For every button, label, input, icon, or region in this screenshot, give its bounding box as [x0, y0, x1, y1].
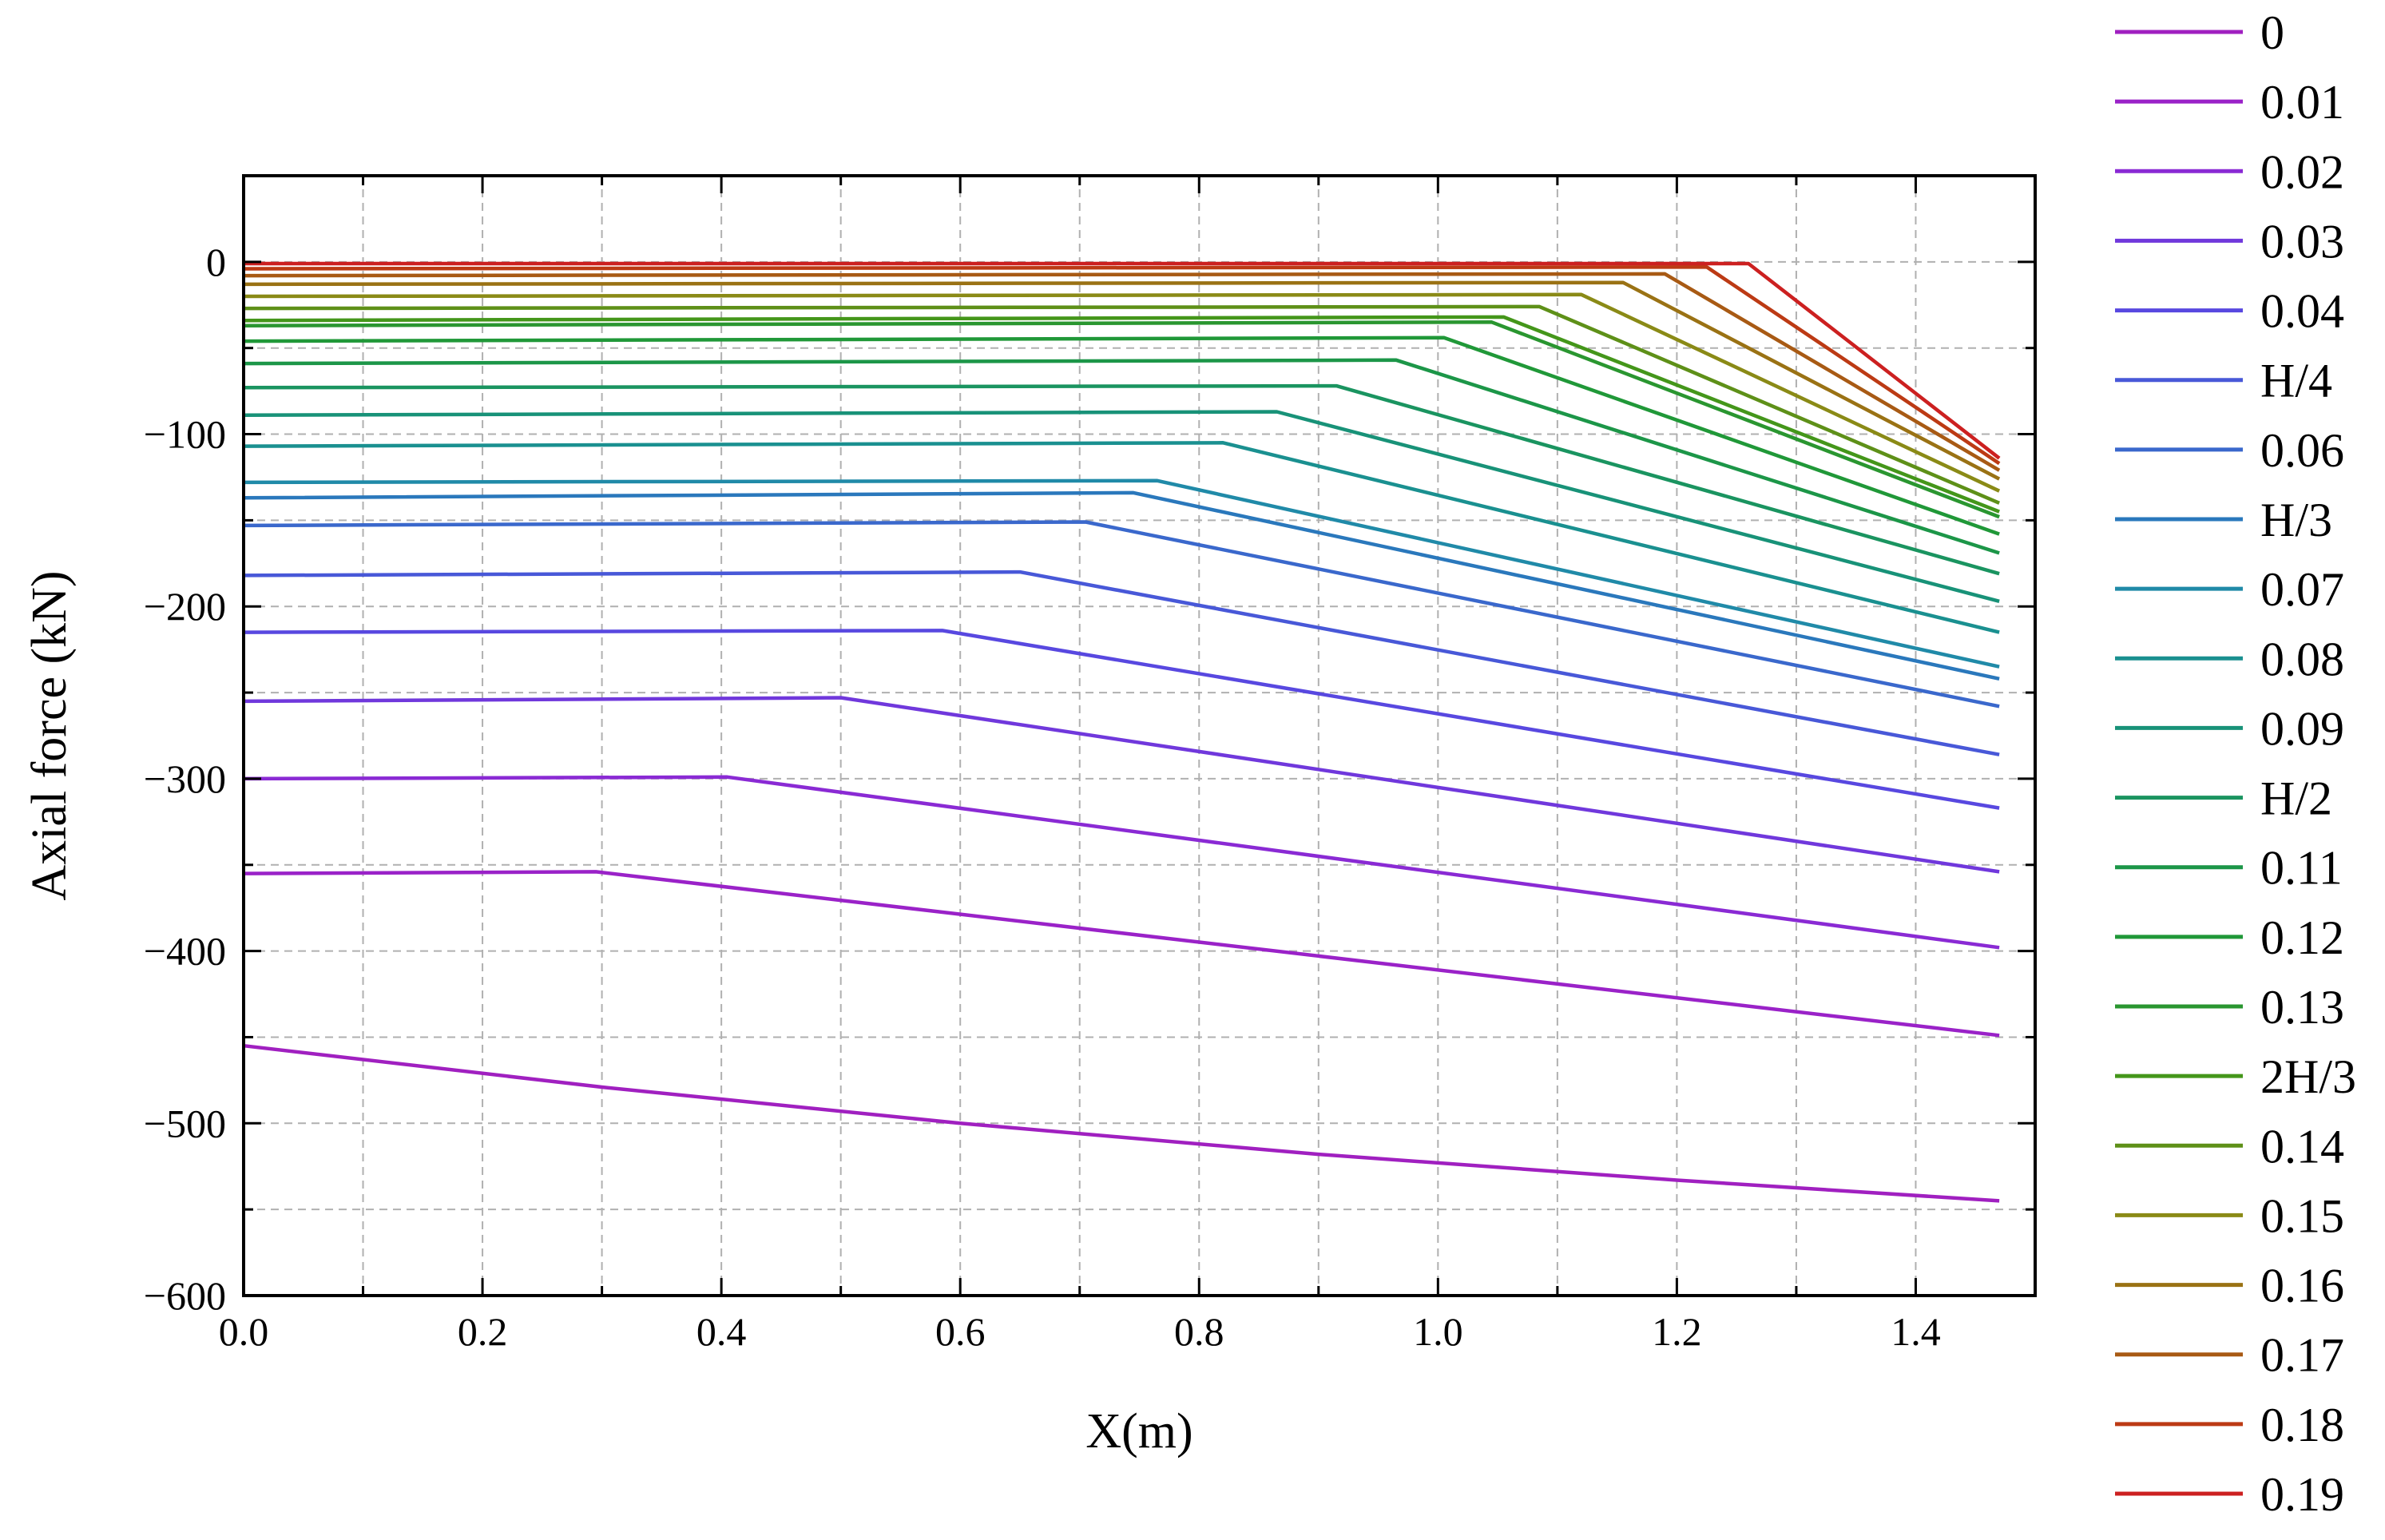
x-tick-label: 1.2	[1652, 1309, 1702, 1354]
series-line	[243, 696, 2000, 874]
x-axis-title: X(m)	[1085, 1404, 1192, 1459]
series-line	[243, 775, 2000, 950]
series-line	[243, 629, 2000, 810]
y-tick-label: 0	[206, 240, 226, 284]
legend-label: 0.13	[2260, 981, 2344, 1034]
legend-label: 0.07	[2260, 563, 2344, 616]
legend-label: 0.19	[2260, 1468, 2344, 1521]
legend-label: 0.16	[2260, 1260, 2344, 1312]
x-tick-label: 0.2	[458, 1309, 508, 1354]
x-tick-label: 1.0	[1413, 1309, 1463, 1354]
series-line	[243, 265, 2001, 466]
series-line	[243, 410, 2000, 603]
legend-label: 0.15	[2260, 1189, 2344, 1242]
y-axis-title: Axial force (kN)	[22, 570, 77, 900]
y-tick-label: −200	[144, 584, 226, 629]
legend-label: 0.02	[2260, 145, 2344, 198]
legend-label: 0.03	[2260, 215, 2344, 268]
legend-label: H/3	[2260, 494, 2332, 546]
legend-label: 0.08	[2260, 633, 2344, 685]
series-line	[243, 490, 2000, 681]
series-line	[243, 520, 2000, 708]
legend-label: 0.14	[2260, 1120, 2344, 1173]
legend-label: 0.18	[2260, 1399, 2344, 1451]
legend-label: 2H/3	[2260, 1050, 2356, 1103]
series-line	[243, 292, 2001, 493]
y-tick-label: −300	[144, 756, 226, 801]
legend-label: H/4	[2260, 355, 2332, 407]
x-tick-label: 0.8	[1174, 1309, 1224, 1354]
y-tick-label: −600	[144, 1273, 226, 1318]
legend-label: 0.09	[2260, 702, 2344, 755]
series-line	[243, 383, 2000, 576]
legend-label: 0.12	[2260, 911, 2344, 964]
x-tick-label: 0.0	[219, 1309, 269, 1354]
series-line	[243, 870, 2000, 1038]
plot-frame	[242, 174, 2037, 1297]
x-tick-label: 1.4	[1891, 1309, 1941, 1354]
series-line	[243, 1043, 2000, 1203]
series-line	[243, 315, 2000, 514]
y-tick-labels: 0 −100 −200 −300 −400 −500 −600	[144, 240, 226, 1318]
x-tick-labels: 0.0 0.2 0.4 0.6 0.8 1.0 1.2 1.4	[219, 1309, 1941, 1354]
x-tick-label: 0.6	[935, 1309, 986, 1354]
legend: 0 0.01 0.02 0.03 0.04 H/4 0.06 H/3 0.07 0.08 0.09 H…	[2115, 6, 2356, 1521]
series-line	[243, 478, 2000, 669]
legend-label: 0.04	[2260, 285, 2344, 338]
plot-lines	[243, 261, 2001, 1203]
grid	[244, 176, 2035, 1296]
series-line	[243, 441, 2000, 634]
y-tick-label: −100	[144, 412, 226, 457]
axis-ticks	[244, 176, 2035, 1296]
legend-label: 0.11	[2260, 842, 2343, 895]
legend-label: H/2	[2260, 772, 2332, 825]
legend-label: 0.06	[2260, 424, 2344, 477]
y-tick-label: −500	[144, 1101, 226, 1145]
legend-label: 0.17	[2260, 1329, 2344, 1382]
series-line	[244, 261, 2001, 460]
legend-label: 0.01	[2260, 76, 2344, 129]
series-line	[243, 358, 2000, 555]
legend-label: 0	[2260, 6, 2284, 59]
series-line	[243, 335, 2000, 536]
series-line	[243, 280, 2001, 481]
series-line	[243, 272, 2001, 472]
series-line	[243, 320, 2000, 519]
series-line	[243, 304, 2000, 505]
x-tick-label: 0.4	[696, 1309, 747, 1354]
y-tick-label: −400	[144, 929, 226, 974]
series-line	[243, 570, 2000, 756]
